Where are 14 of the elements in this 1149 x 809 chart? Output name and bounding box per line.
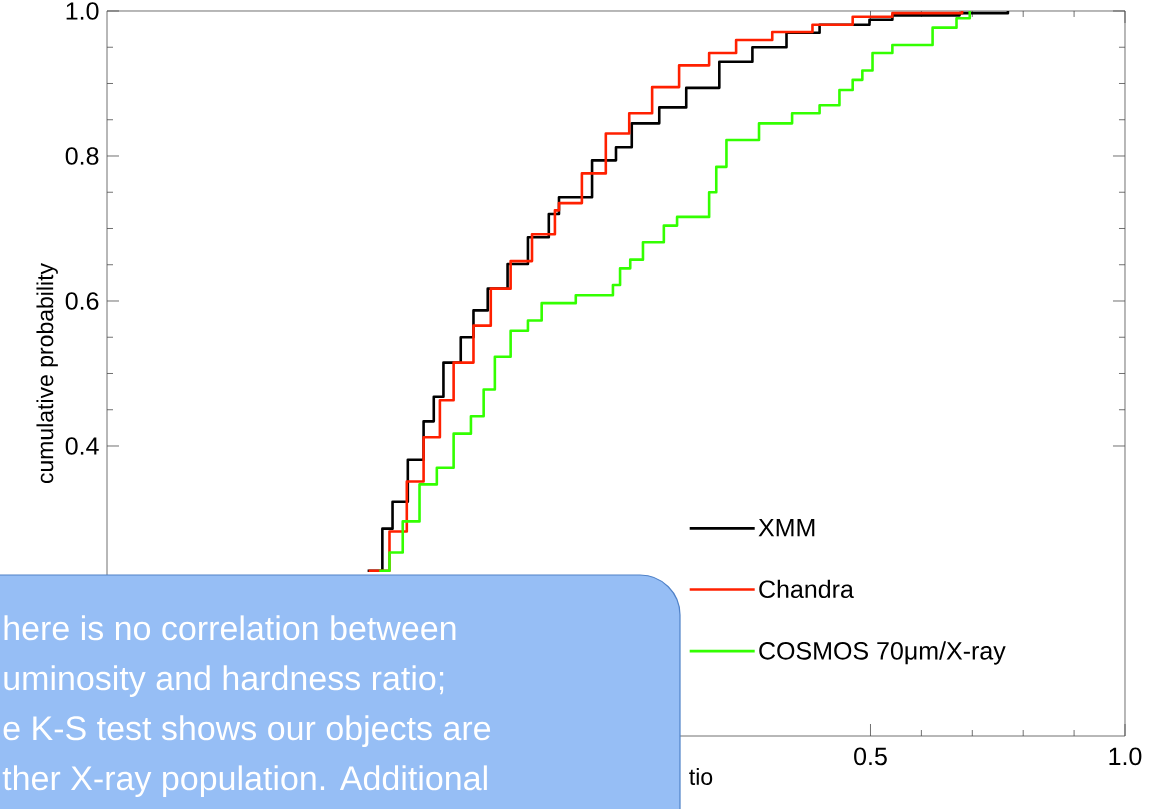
y-tick-label: 0.6 [65, 292, 99, 310]
text: ther X-ray population. Additional [2, 765, 487, 798]
legend-label: XMM [758, 519, 815, 537]
y-tick-label: 1.0 [66, 2, 99, 20]
y-axis-title: cumulative probability [36, 263, 58, 484]
annotation: here is no correlation between [4, 615, 456, 641]
y-tick-label: 0.4 [65, 437, 99, 455]
x-tick-label: 0.5 [854, 747, 887, 766]
x-axis-title: tio [689, 768, 713, 785]
legend-label: Chandra [759, 579, 854, 599]
y-tick-label: 0.8 [65, 147, 99, 165]
legend-label: COSMOS 70μm/X-ray [759, 641, 1006, 665]
annotation: uminosity and hardness ratio; [4, 665, 444, 698]
annotation: e K-S test shows our objects are [3, 715, 491, 748]
